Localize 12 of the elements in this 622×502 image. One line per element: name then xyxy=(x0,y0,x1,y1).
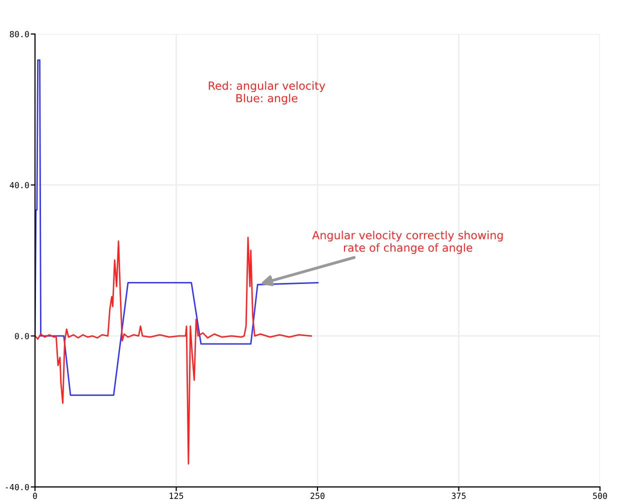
annotation: Red: angular velocity Blue: angle xyxy=(208,81,326,104)
x-tick-label: 0 xyxy=(33,492,37,499)
y-tick-label: 40.0 xyxy=(10,182,29,188)
line-series xyxy=(35,236,312,465)
x-tick-label: 375 xyxy=(452,492,466,499)
x-tick-label: 125 xyxy=(170,492,184,499)
annotation: Angular velocity correctly showing rate of change of angle xyxy=(312,230,503,254)
y-tick-label: 0.0 xyxy=(14,332,29,340)
y-tick-label: 80.0 xyxy=(10,31,29,38)
x-tick-label: 500 xyxy=(593,492,607,499)
y-tick-label: -40.0 xyxy=(6,484,29,490)
x-tick-label: 250 xyxy=(310,492,324,499)
